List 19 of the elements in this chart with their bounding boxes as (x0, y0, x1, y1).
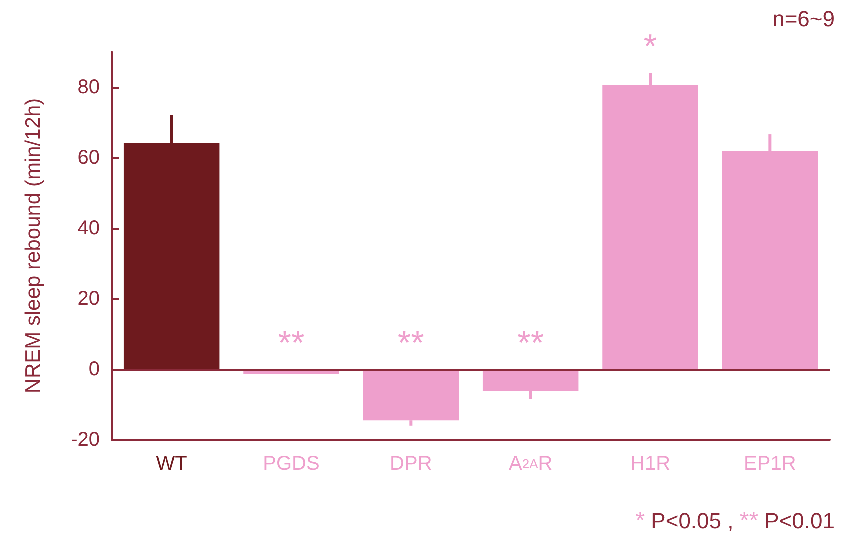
x-tick-label: EP1R (744, 453, 796, 475)
data-label: ** (278, 324, 305, 362)
x-tick-label: DPR (390, 453, 432, 475)
y-tick-label: 40 (78, 217, 100, 240)
text: n=6~9 (772, 6, 836, 32)
y-tick-label: -20 (71, 429, 100, 451)
y-tick-label: 80 (78, 76, 100, 98)
data-label: ** (518, 324, 544, 362)
y-tick-label: 60 (78, 146, 100, 169)
y-tick-label: 20 (78, 288, 100, 310)
data-label: ** (398, 324, 424, 362)
data-label: * (644, 28, 658, 66)
x-tick-label: PGDS (263, 453, 320, 475)
text: * P<0.05 , ** P<0.01 (636, 508, 835, 534)
x-tick-label: A2AR (508, 453, 553, 475)
x-tick-label: H1R (630, 453, 671, 475)
x-tick-label: WT (156, 453, 188, 475)
y-axis-title: NREM sleep rebound (min/12h) (22, 98, 45, 394)
y-tick-label: 0 (88, 358, 100, 380)
